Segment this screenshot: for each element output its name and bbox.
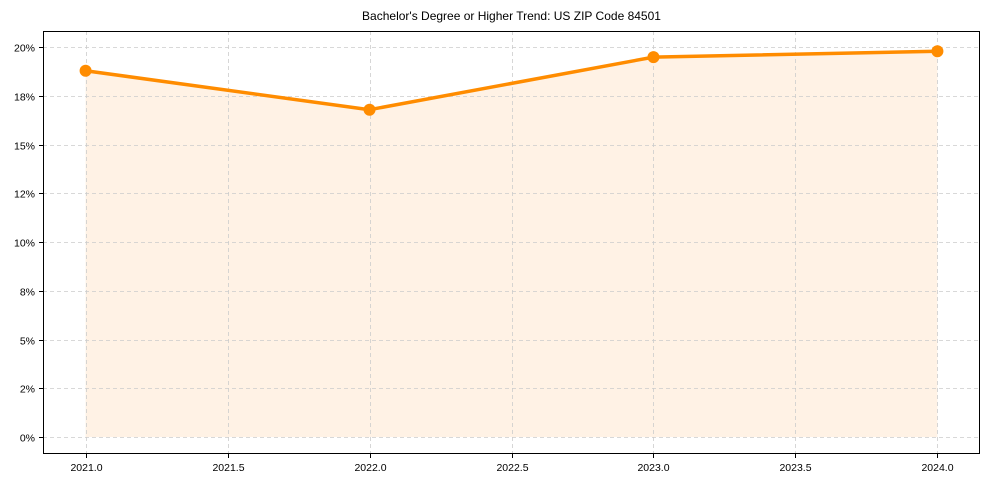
chart-title: Bachelor's Degree or Higher Trend: US ZI… [362, 9, 661, 23]
data-point-marker [931, 45, 944, 58]
data-markers [79, 45, 944, 116]
data-line [83, 49, 940, 112]
gridlines [43, 31, 980, 454]
data-point-marker [79, 64, 92, 77]
y-tick-label: 2% [20, 384, 35, 396]
axes-frame [43, 31, 980, 454]
x-tick-label: 2022.0 [354, 462, 386, 474]
y-tick-label: 18% [14, 92, 35, 104]
data-point-marker [647, 51, 660, 64]
y-tick-label: 5% [20, 336, 35, 348]
x-tick-label: 2021.0 [70, 462, 102, 474]
x-tick-label: 2023.5 [779, 462, 811, 474]
y-tick-label: 12% [14, 189, 35, 201]
y-tick-label: 15% [14, 141, 35, 153]
y-tick-label: 10% [14, 238, 35, 250]
y-tick-label: 0% [20, 433, 35, 445]
x-tick-label: 2024.0 [921, 462, 953, 474]
y-tick-label: 20% [14, 43, 35, 55]
y-tick-label: 8% [20, 287, 35, 299]
y-axis-ticks: 0% 2% 5% 8% 10% 12% 15% 18% 20% [14, 43, 43, 445]
x-tick-label: 2022.5 [496, 462, 528, 474]
area-fill [85, 51, 938, 438]
x-tick-label: 2023.0 [637, 462, 669, 474]
data-point-marker [363, 103, 376, 116]
x-tick-label: 2021.5 [212, 462, 244, 474]
x-axis-ticks: 2021.0 2021.5 2022.0 2022.5 2023.0 2023.5 2024… [70, 454, 954, 474]
